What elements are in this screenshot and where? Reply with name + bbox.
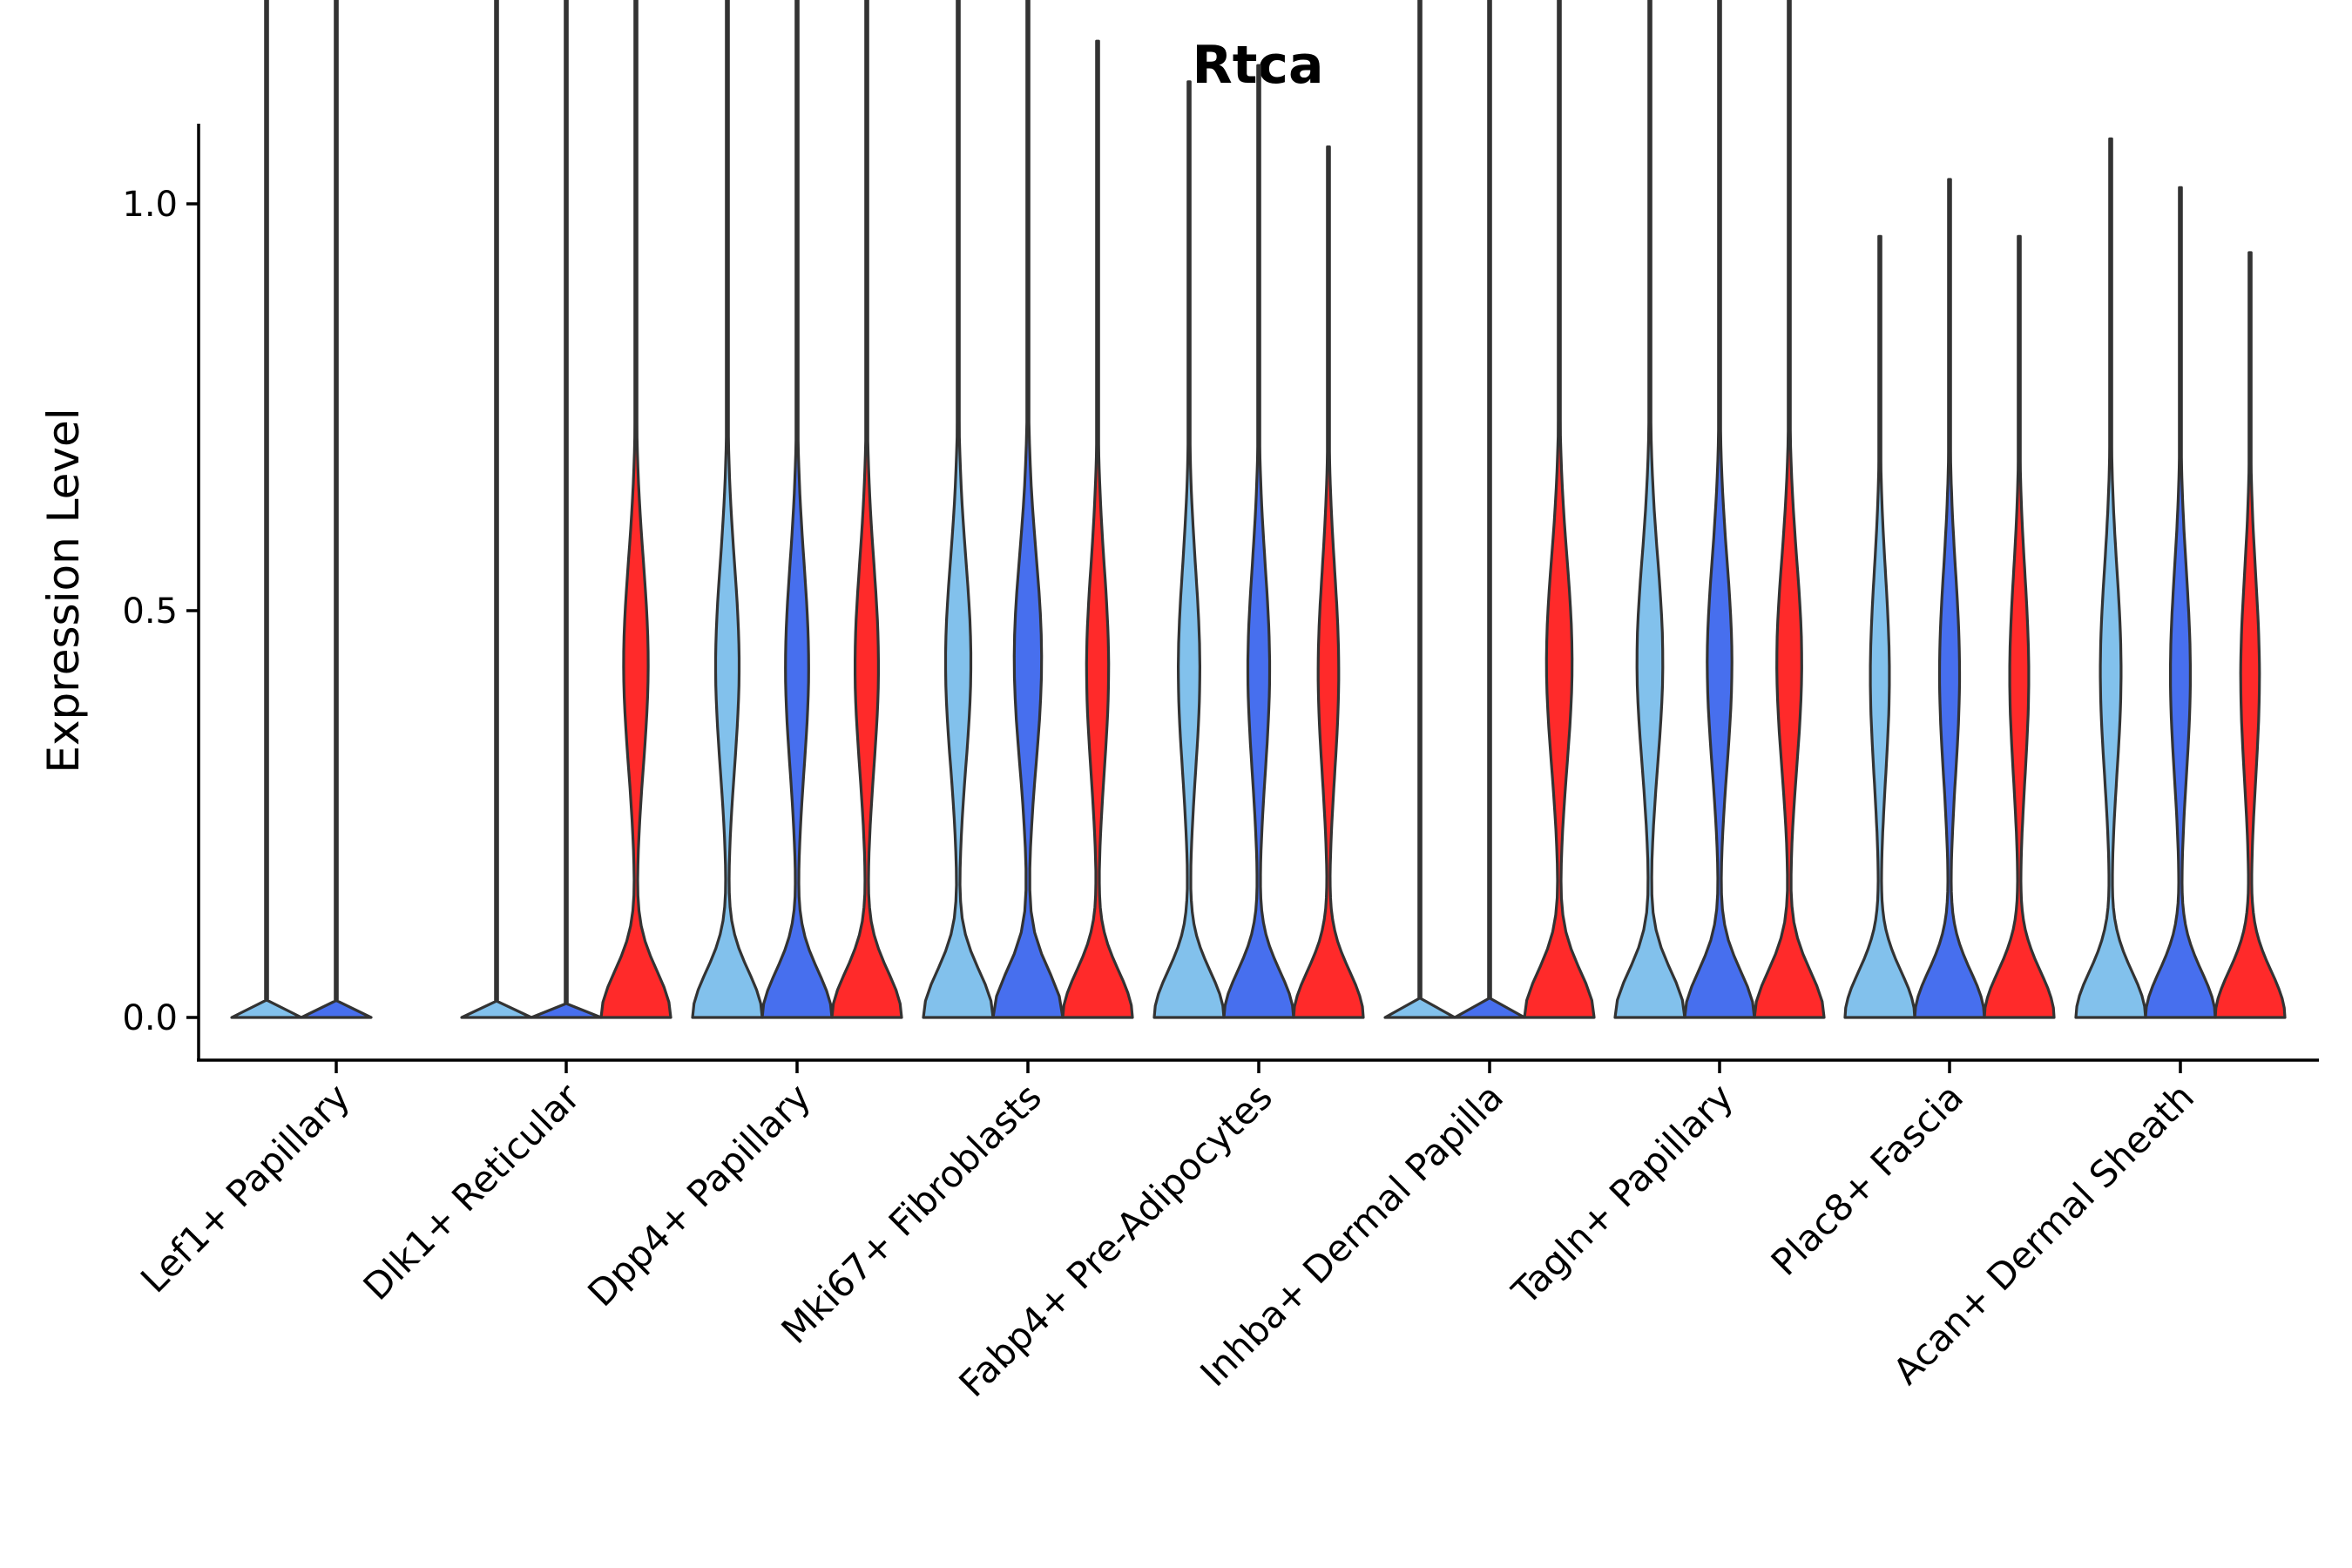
violin-1-9 bbox=[2074, 137, 2147, 1019]
violin-3-6 bbox=[1523, 0, 1596, 1019]
x-tick-label: Dpp4+ Papillary bbox=[579, 1075, 819, 1315]
violin-3-4 bbox=[1061, 39, 1134, 1019]
violin-2-4 bbox=[991, 0, 1064, 1019]
violin-1-1 bbox=[230, 0, 303, 1019]
x-tick-label: Tagln+ Papillary bbox=[1504, 1075, 1741, 1313]
violin-1-4 bbox=[922, 0, 995, 1019]
violin-2-6 bbox=[1453, 0, 1526, 1019]
y-axis-label: Expression Level bbox=[38, 408, 89, 773]
x-tick-label: Plac8+ Fascia bbox=[1763, 1075, 1971, 1283]
y-tick-label: 0.0 bbox=[122, 998, 178, 1038]
violin-2-8 bbox=[1913, 178, 1986, 1019]
violin-3-8 bbox=[1983, 234, 2056, 1019]
violin-3-5 bbox=[1292, 145, 1365, 1019]
x-tick-label: Mki67+ Fibroblasts bbox=[774, 1075, 1050, 1351]
violin-layer bbox=[230, 0, 2287, 1019]
violin-2-2 bbox=[530, 0, 603, 1019]
violin-3-2 bbox=[599, 0, 672, 1019]
violin-1-2 bbox=[460, 0, 533, 1019]
violin-3-7 bbox=[1753, 0, 1826, 1019]
violin-2-9 bbox=[2144, 186, 2217, 1019]
violin-2-7 bbox=[1683, 0, 1756, 1019]
x-tick-label: Dlk1+ Reticular bbox=[355, 1075, 589, 1308]
violin-3-3 bbox=[830, 0, 903, 1019]
violin-1-5 bbox=[1152, 80, 1226, 1019]
y-axis-ticks: 0.00.51.01.52.0 bbox=[122, 185, 199, 1038]
violin-2-5 bbox=[1222, 64, 1295, 1019]
y-tick-label: 1.0 bbox=[122, 185, 178, 225]
violin-1-3 bbox=[691, 0, 764, 1019]
violin-1-7 bbox=[1613, 0, 1686, 1019]
violin-1-6 bbox=[1383, 0, 1456, 1019]
violin-2-1 bbox=[300, 0, 373, 1019]
y-tick-label: 0.5 bbox=[122, 591, 178, 632]
violin-3-9 bbox=[2213, 251, 2287, 1019]
violin-2-3 bbox=[760, 0, 834, 1019]
violin-1-8 bbox=[1843, 234, 1916, 1019]
x-tick-label: Lef1+ Papillary bbox=[132, 1075, 358, 1301]
